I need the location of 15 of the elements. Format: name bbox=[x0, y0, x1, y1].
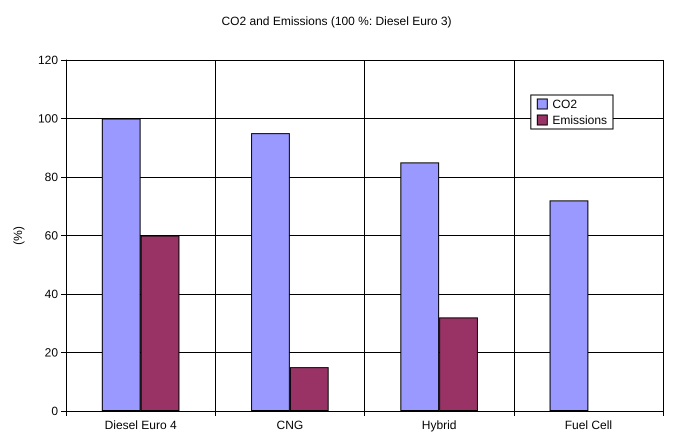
chart-title: CO2 and Emissions (100 %: Diesel Euro 3) bbox=[221, 14, 452, 28]
x-tick-label: Diesel Euro 4 bbox=[104, 418, 177, 432]
y-tick-label: 60 bbox=[44, 228, 58, 242]
legend-label: Emissions bbox=[552, 113, 608, 127]
y-tick-label: 20 bbox=[44, 346, 58, 360]
y-tick-label: 0 bbox=[51, 404, 58, 418]
x-tick-label: Hybrid bbox=[422, 418, 456, 432]
x-tick-label: Fuel Cell bbox=[564, 418, 612, 432]
y-tick-label: 40 bbox=[44, 287, 58, 301]
y-tick-label: 80 bbox=[44, 170, 58, 184]
y-axis-title: (%) bbox=[11, 226, 25, 245]
legend-label: CO2 bbox=[552, 97, 578, 111]
y-tick-label: 120 bbox=[38, 53, 58, 67]
y-tick-label: 100 bbox=[38, 112, 58, 126]
x-tick-label: CNG bbox=[276, 418, 304, 432]
